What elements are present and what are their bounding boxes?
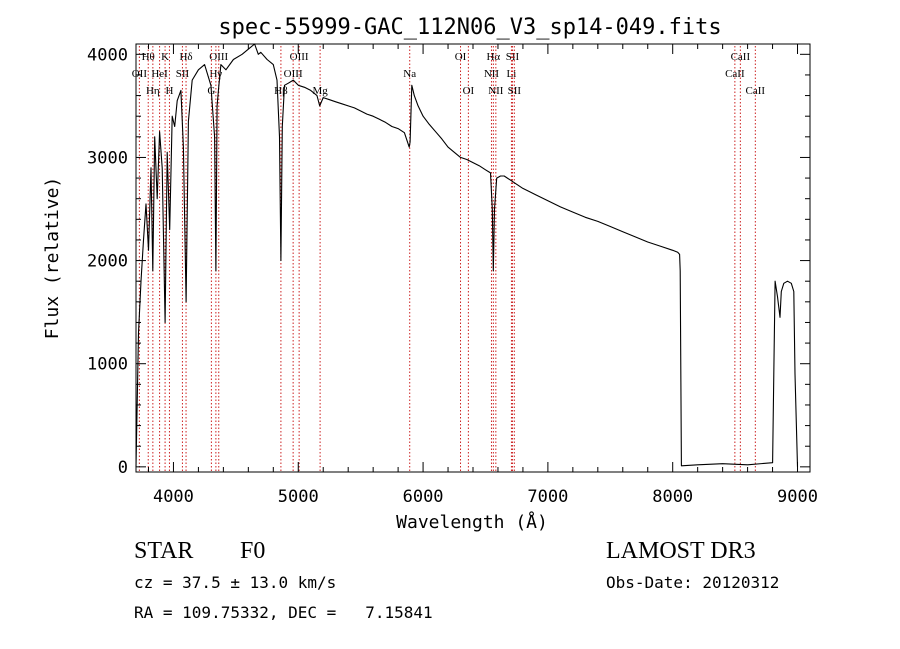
line-marker-label-3: K <box>161 51 169 63</box>
x-tick-label-4: 8000 <box>652 487 693 507</box>
line-marker-label-11: Hβ <box>274 85 288 97</box>
line-marker-label-22: Li <box>507 68 517 80</box>
line-marker-label-5: H <box>165 85 173 97</box>
x-tick-label-1: 5000 <box>278 487 319 507</box>
line-marker-label-23: SII <box>508 85 522 97</box>
line-marker-label-16: OI <box>455 51 467 63</box>
plot-frame <box>135 43 811 473</box>
axis-tick-labels: 4000 5000 6000 7000 8000 9000 0 1000 2000 3000 400… <box>87 45 818 507</box>
line-marker-label-25: CaII <box>731 51 751 63</box>
x-tick-label-2: 6000 <box>403 487 444 507</box>
axis-ticks <box>136 44 810 472</box>
line-marker-label-6: Hδ <box>179 51 192 63</box>
line-marker-label-14: Mg <box>312 85 328 97</box>
spectrum-chart: spec-55999-GAC_112N06_V3_sp14-049.fits O… <box>42 15 818 533</box>
line-marker-label-17: OI <box>463 85 475 97</box>
line-marker-label-12: OIII <box>290 51 309 63</box>
object-class: STAR <box>134 538 194 564</box>
y-tick-label-3: 3000 <box>87 148 128 168</box>
line-marker-label-4: HeI <box>151 68 168 80</box>
y-tick-label-2: 2000 <box>87 252 128 272</box>
line-marker-label-9: OIII <box>209 51 228 63</box>
coordinates-text: RA = 109.75332, DEC = 7.15841 <box>134 603 433 622</box>
y-tick-label-0: 0 <box>118 458 128 478</box>
x-tick-label-5: 9000 <box>777 487 818 507</box>
x-tick-label-3: 7000 <box>527 487 568 507</box>
obs-date-text: Obs-Date: 20120312 <box>606 573 780 592</box>
line-marker-label-0: OII <box>132 68 148 80</box>
line-marker-label-20: NII <box>488 85 504 97</box>
line-marker-label-26: CaII <box>746 85 766 97</box>
y-tick-label-4: 4000 <box>87 45 128 65</box>
y-tick-label-1: 1000 <box>87 355 128 375</box>
line-marker-label-7: SII <box>176 68 190 80</box>
y-axis-label: Flux (relative) <box>42 177 63 340</box>
line-marker-label-18: Hα <box>486 51 500 63</box>
line-marker-label-2: Hη <box>146 85 160 97</box>
survey-name: LAMOST DR3 <box>606 538 756 564</box>
line-marker-label-21: SII <box>506 51 520 63</box>
object-subclass: F0 <box>240 538 266 564</box>
line-marker-label-19: NII <box>484 68 500 80</box>
x-axis-label: Wavelength (Å) <box>396 511 548 533</box>
x-tick-label-0: 4000 <box>153 487 194 507</box>
line-marker-label-15: Na <box>403 68 416 80</box>
flux-series-group <box>135 43 799 467</box>
chart-title: spec-55999-GAC_112N06_V3_sp14-049.fits <box>218 15 721 40</box>
line-marker-label-24: CaII <box>725 68 745 80</box>
line-marker-label-13: OIII <box>284 68 303 80</box>
redshift-text: cz = 37.5 ± 13.0 km/s <box>134 573 337 592</box>
flux-series-0 <box>135 43 799 467</box>
